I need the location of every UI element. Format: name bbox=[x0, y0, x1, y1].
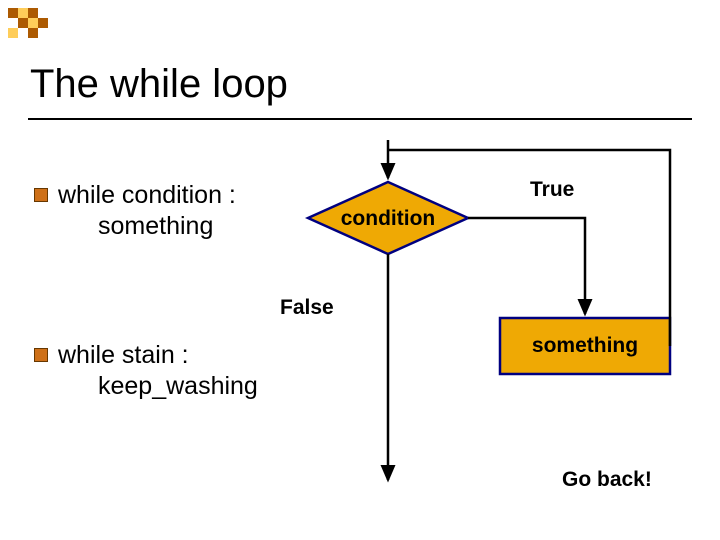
bullet-icon bbox=[34, 188, 48, 202]
condition-node-label: condition bbox=[340, 207, 436, 231]
bullet-icon bbox=[34, 348, 48, 362]
slide-title: The while loop bbox=[30, 62, 288, 107]
bullet-line1: while condition : bbox=[58, 181, 236, 209]
bullet-text: while stain : keep_washing bbox=[58, 340, 258, 403]
bullet-item: while stain : keep_washing bbox=[34, 340, 258, 403]
slide-logo bbox=[8, 8, 48, 48]
false-label: False bbox=[280, 296, 334, 320]
true-label: True bbox=[530, 178, 574, 202]
bullet-line2: keep_washing bbox=[58, 371, 258, 402]
title-underline bbox=[28, 118, 692, 120]
bullet-item: while condition : something bbox=[34, 180, 236, 243]
bullet-line1: while stain : bbox=[58, 341, 189, 369]
bullet-line2: something bbox=[58, 211, 236, 242]
goback-label: Go back! bbox=[562, 468, 652, 492]
bullet-text: while condition : something bbox=[58, 180, 236, 243]
action-node-label: something bbox=[500, 334, 670, 358]
